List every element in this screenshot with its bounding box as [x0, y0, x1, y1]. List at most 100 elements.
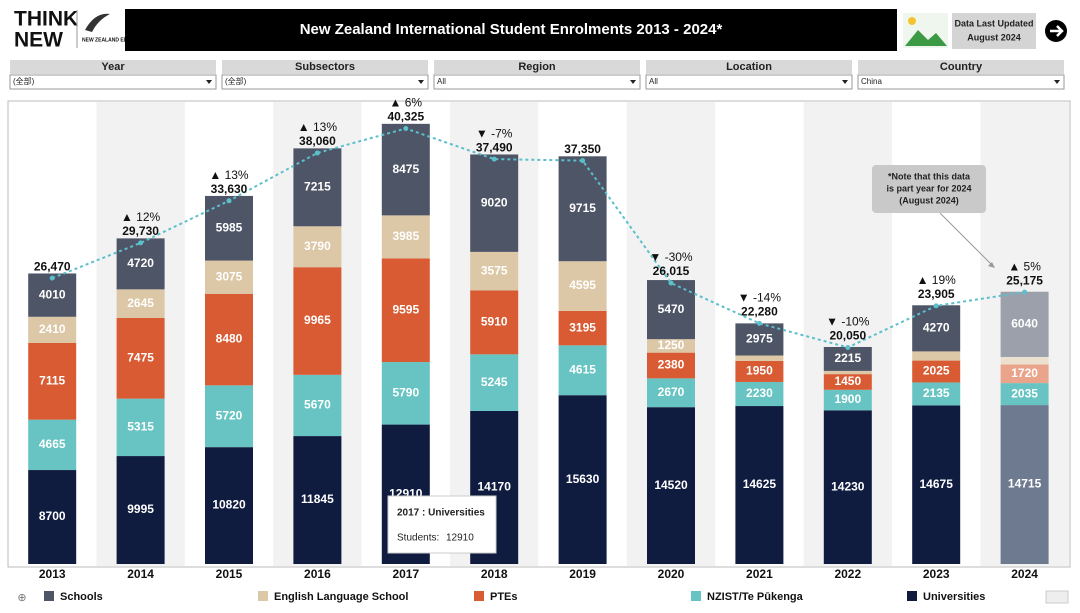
total-point — [1022, 289, 1028, 295]
filter-label: Subsectors — [295, 61, 355, 73]
bar-segment — [912, 382, 961, 406]
filter-dropdown[interactable] — [645, 74, 853, 90]
total-point — [403, 125, 409, 131]
segment-label: 5790 — [392, 385, 419, 399]
total-label: 37,490 — [476, 140, 513, 154]
dropdown-arrow — [630, 80, 636, 84]
bar-segment — [823, 346, 872, 371]
legend-swatch — [907, 591, 917, 601]
updated-box — [952, 13, 1036, 49]
bar-segment — [470, 290, 519, 355]
bar-segment — [735, 323, 784, 356]
logo: NEW — [14, 29, 63, 52]
total-point — [668, 280, 674, 286]
legend-label: Schools — [60, 591, 103, 603]
legend: Schools English Language School PTEs NZIST/… — [44, 591, 985, 603]
change-label: ▲ 19% — [917, 273, 957, 287]
segment-label: 8475 — [392, 162, 419, 176]
segment-label: 1250 — [658, 338, 685, 352]
filter-dropdown[interactable] — [9, 74, 217, 90]
filter-value: China — [861, 77, 882, 86]
total-label: 26,015 — [653, 264, 690, 278]
segment-label: 5315 — [127, 420, 154, 434]
filter-value: All — [437, 77, 446, 86]
image-icon-sun — [908, 17, 916, 25]
bar-segment — [558, 156, 607, 262]
segment-label: 4010 — [39, 287, 66, 301]
bar-segment — [1000, 364, 1049, 384]
filters: Year (全部) Subsectors (全部) Region All Location A… — [9, 60, 1065, 90]
segment-label: 14625 — [743, 477, 777, 491]
dropdown-arrow — [206, 80, 212, 84]
change-label: ▲ 13% — [209, 168, 249, 182]
bar-segment — [735, 381, 784, 407]
legend-swatch — [258, 591, 268, 601]
segment-label: 9995 — [127, 502, 154, 516]
segment-label: 2025 — [923, 364, 950, 378]
tooltip-title: 2017 : Universities — [397, 508, 485, 519]
segment-label: 2230 — [746, 386, 773, 400]
total-label: 40,325 — [387, 110, 424, 124]
x-tick-label: 2020 — [658, 567, 685, 581]
scroll-control[interactable] — [1045, 590, 1069, 604]
segment-label: 8700 — [39, 509, 66, 523]
bar-segment — [558, 395, 607, 564]
change-label: ▼ -14% — [738, 291, 782, 305]
total-point — [314, 150, 320, 156]
filter-dropdown[interactable] — [857, 74, 1065, 90]
x-tick-label: 2018 — [481, 567, 508, 581]
change-label: ▲ 12% — [121, 210, 161, 224]
bar-segment — [1000, 291, 1049, 357]
bar-segment — [823, 389, 872, 411]
total-label: 37,350 — [564, 142, 601, 156]
filter-dropdown[interactable] — [221, 74, 429, 90]
legend-swatch — [44, 591, 54, 601]
share-icon[interactable]: ⊕ — [17, 592, 26, 604]
total-point — [756, 320, 762, 326]
note-arrow — [939, 212, 994, 267]
filter-header — [222, 60, 428, 74]
bar-segment — [116, 317, 165, 399]
bar-segment — [116, 456, 165, 564]
legend-swatch — [474, 591, 484, 601]
filter-header — [646, 60, 852, 74]
dropdown-arrow — [418, 80, 424, 84]
legend-swatch — [691, 591, 701, 601]
segment-label: 3985 — [392, 229, 419, 243]
bar-segment — [205, 385, 253, 448]
bar-segment — [293, 374, 342, 437]
change-label: ▲ 13% — [298, 120, 338, 134]
filter-label: Year — [101, 61, 125, 73]
segment-label: 9595 — [392, 302, 419, 316]
segment-label: 5670 — [304, 398, 331, 412]
segment-label: 9715 — [569, 201, 596, 215]
tooltip-value: 12910 — [446, 533, 474, 544]
total-label: 26,470 — [34, 259, 71, 273]
segment-label: 1450 — [834, 374, 861, 388]
x-tick-label: 2013 — [39, 567, 66, 581]
change-label: ▲ 5% — [1008, 259, 1041, 273]
total-point — [138, 240, 144, 246]
filter-dropdown[interactable] — [433, 74, 641, 90]
filter-label: Region — [518, 61, 556, 73]
total-label: 25,175 — [1006, 273, 1043, 287]
total-label: 33,630 — [211, 182, 248, 196]
filter-label: Country — [940, 61, 983, 73]
x-tick-label: 2016 — [304, 567, 331, 581]
segment-label: 9020 — [481, 195, 508, 209]
bar-segment — [735, 360, 784, 382]
x-tick-label: 2015 — [216, 567, 243, 581]
note-text: (August 2024) — [899, 195, 959, 205]
segment-label: 5985 — [216, 220, 243, 234]
bar-segment — [647, 280, 695, 340]
tooltip — [387, 495, 497, 554]
filter-value: All — [649, 77, 658, 86]
note-box — [872, 165, 986, 213]
segment-label: 4270 — [923, 321, 950, 335]
logo: THINK — [14, 8, 78, 31]
bar-segment — [912, 405, 961, 564]
change-label: ▼ -30% — [649, 250, 693, 264]
bar-segment — [116, 398, 165, 457]
bar-segment — [28, 342, 77, 420]
